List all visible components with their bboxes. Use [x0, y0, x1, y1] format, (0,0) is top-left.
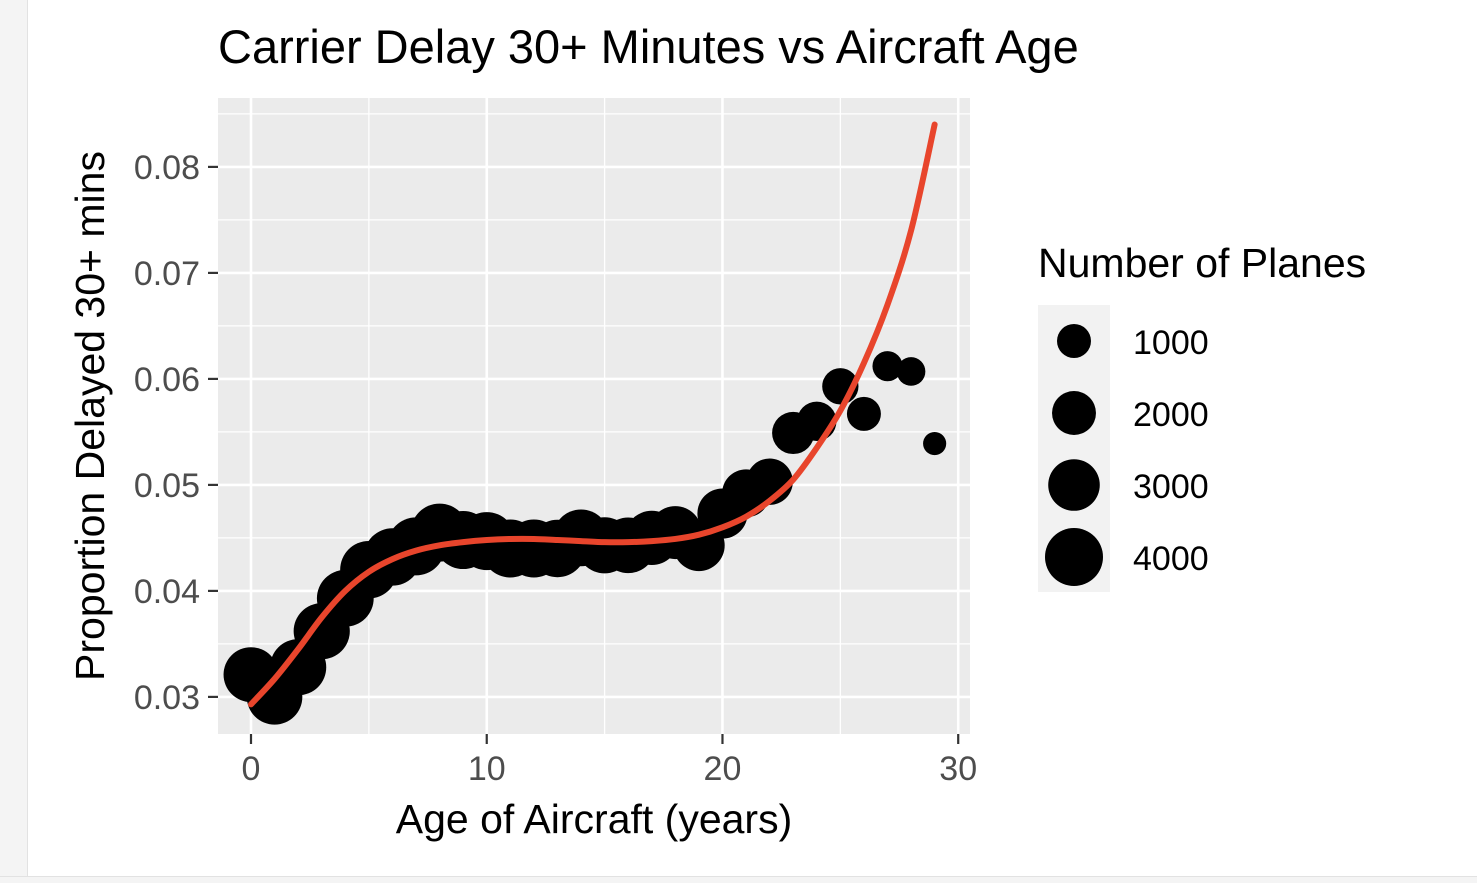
legend-key — [1045, 528, 1103, 586]
data-point — [896, 357, 926, 386]
y-tick-label: 0.04 — [134, 573, 200, 611]
window-left-edge — [0, 0, 28, 882]
y-tick-label: 0.08 — [134, 149, 200, 187]
x-tick-label: 10 — [468, 750, 506, 788]
y-tick-label: 0.03 — [134, 679, 200, 717]
data-point — [846, 396, 881, 431]
data-points — [223, 351, 947, 725]
legend-key — [1052, 391, 1096, 435]
y-tick-label: 0.06 — [134, 361, 200, 399]
legend-key — [1057, 324, 1091, 358]
legend-label: 2000 — [1133, 396, 1209, 434]
chart-title: Carrier Delay 30+ Minutes vs Aircraft Ag… — [218, 20, 1079, 73]
x-axis-title: Age of Aircraft (years) — [396, 796, 792, 842]
grid-major — [218, 98, 970, 734]
x-tick-label: 30 — [939, 750, 977, 788]
y-tick-label: 0.07 — [134, 255, 200, 293]
y-axis: 0.03 0.04 0.05 0.06 0.07 0.08 — [134, 149, 218, 717]
legend-title: Number of Planes — [1038, 240, 1366, 286]
x-axis: 0 10 20 30 — [242, 734, 977, 788]
data-point — [923, 431, 947, 456]
window-bottom-edge — [0, 876, 1477, 883]
trend-line — [248, 121, 938, 708]
x-tick-label: 0 — [242, 750, 261, 788]
data-point — [797, 401, 837, 441]
y-axis-title: Proportion Delayed 30+ mins — [67, 151, 113, 681]
legend-label: 4000 — [1133, 540, 1209, 578]
legend: Number of Planes 1000 2000 3000 4000 — [1038, 240, 1366, 592]
legend-label: 1000 — [1133, 324, 1209, 362]
legend-key — [1048, 459, 1100, 511]
x-tick-label: 20 — [704, 750, 742, 788]
y-tick-label: 0.05 — [134, 467, 200, 505]
legend-label: 3000 — [1133, 468, 1209, 506]
data-point — [872, 351, 903, 382]
